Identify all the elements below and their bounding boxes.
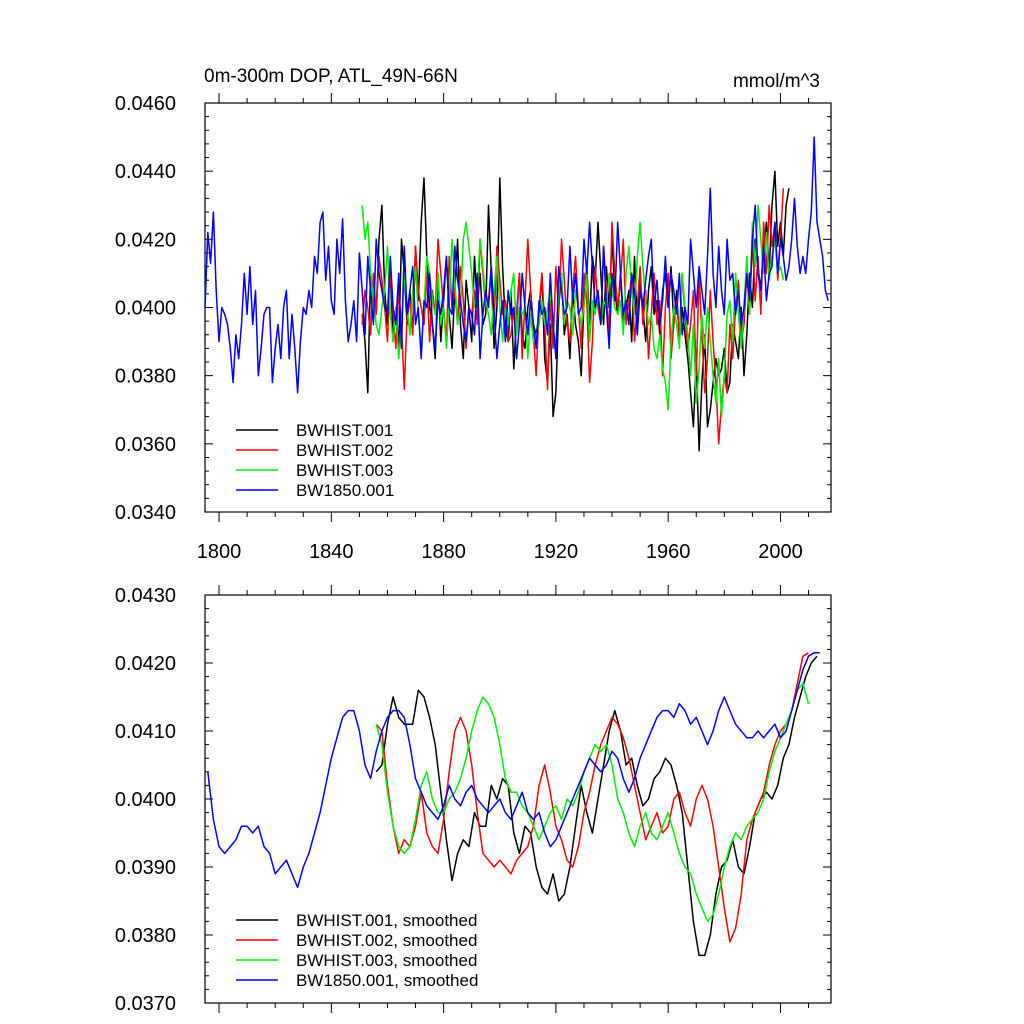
- legend-label: BWHIST.001, smoothed: [296, 911, 477, 930]
- series-line-bw1850-001-smoothed: [207, 652, 820, 889]
- x-tick-label: 2000: [758, 541, 803, 563]
- chart-title: 0m-300m DOP, ATL_49N-66N: [204, 66, 458, 87]
- x-tick-label: 1920: [534, 541, 579, 563]
- y-tick-label: 0.0420: [115, 229, 176, 251]
- series-line-bwhist-003: [361, 204, 785, 418]
- y-tick-label: 0.0430: [115, 585, 176, 607]
- y-tick-label: 0.0400: [115, 789, 176, 811]
- legend-label: BWHIST.003, smoothed: [296, 951, 477, 970]
- y-tick-label: 0.0370: [115, 993, 176, 1015]
- legend-label: BWHIST.002, smoothed: [296, 931, 477, 950]
- y-tick-label: 0.0380: [115, 925, 176, 947]
- y-tick-label: 0.0420: [115, 653, 176, 675]
- x-tick-label: 1800: [197, 541, 242, 563]
- legend-label: BWHIST.001: [296, 421, 393, 440]
- series-line-bwhist-003-smoothed: [375, 682, 810, 923]
- series-line-bw1850-001: [204, 136, 829, 394]
- y-tick-label: 0.0400: [115, 298, 176, 320]
- chart-top-panel: 0m-300m DOP, ATL_49N-66N mmol/m^3 0.0340…: [115, 66, 832, 563]
- y-tick-label: 0.0340: [115, 502, 176, 524]
- x-tick-label: 1880: [421, 541, 466, 563]
- y-tick-label: 0.0410: [115, 721, 176, 743]
- x-tick-label: 1960: [646, 541, 691, 563]
- y-tick-label: 0.0440: [115, 161, 176, 183]
- legend-label: BWHIST.002: [296, 441, 393, 460]
- legend-label: BWHIST.003: [296, 461, 393, 480]
- series-line-bwhist-002-smoothed: [375, 652, 809, 943]
- y-tick-label: 0.0360: [115, 434, 176, 456]
- chart-bottom-panel: 0.0370 0.0380 0.0390 0.0400 0.0410 0.0420 0.04…: [115, 585, 832, 1015]
- y-tick-label: 0.0460: [115, 93, 176, 115]
- y-tick-label: 0.0380: [115, 366, 176, 388]
- y-tick-label: 0.0390: [115, 857, 176, 879]
- x-tick-label: 1840: [309, 541, 354, 563]
- legend-label: BW1850.001: [296, 481, 394, 500]
- legend-label: BW1850.001, smoothed: [296, 971, 478, 990]
- units-label: mmol/m^3: [733, 71, 820, 92]
